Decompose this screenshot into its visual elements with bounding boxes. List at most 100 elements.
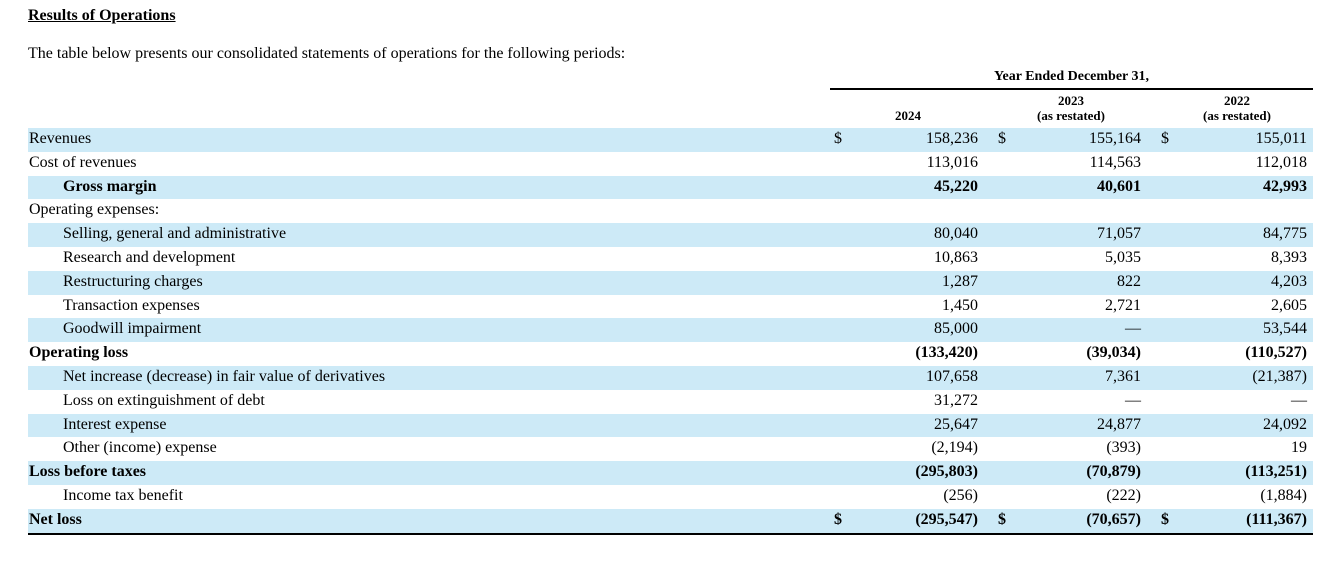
table-row: Loss before taxes (295,803) (70,879) (113,2…: [28, 461, 1313, 485]
row-label: Loss before taxes: [29, 463, 147, 481]
cell-value: —: [1125, 391, 1141, 409]
row-label: Income tax benefit: [63, 486, 183, 504]
row-label: Selling, general and administrative: [63, 225, 287, 243]
cell-value: (295,803): [915, 463, 978, 481]
currency-symbol: $: [998, 510, 1006, 528]
currency-symbol: $: [834, 130, 842, 147]
section-heading: Results of Operations: [28, 7, 176, 24]
table-row: Revenues $ $ $158,236 155,164 155,011: [28, 128, 1313, 152]
column-note: (as restated): [1037, 108, 1105, 123]
row-label: Interest expense: [63, 415, 167, 433]
cell-value: 155,164: [1089, 130, 1141, 147]
intro-text: The table below presents our consolidate…: [28, 45, 626, 62]
cell-value: 53,544: [1263, 320, 1307, 338]
cell-value: 1,450: [942, 296, 978, 314]
cell-value: (393): [1106, 439, 1141, 457]
cell-value: 7,361: [1105, 367, 1141, 385]
currency-symbol: $: [998, 130, 1006, 147]
cell-value: 155,011: [1255, 130, 1307, 147]
cell-value: 107,658: [926, 367, 978, 385]
cell-value: 31,272: [934, 391, 978, 409]
cell-value: 2,721: [1105, 296, 1141, 314]
table-row: Loss on extinguishment of debt 31,272 — —: [28, 390, 1313, 414]
cell-value: 8,393: [1271, 248, 1307, 266]
column-header-2023: 2023 (as restated): [1010, 93, 1132, 123]
cell-value: (222): [1106, 486, 1141, 504]
table-row: Net loss $ $ $ (295,547) (70,657) (111,367): [28, 508, 1313, 535]
table-row: Interest expense 25,647 24,877 24,092: [28, 413, 1313, 438]
cell-value: (21,387): [1252, 367, 1307, 385]
table-row: Net increase (decrease) in fair value of…: [28, 365, 1313, 390]
cell-value: 4,203: [1271, 272, 1307, 290]
currency-symbol: $: [1161, 510, 1169, 528]
cell-value: —: [1125, 320, 1141, 338]
row-label: Loss on extinguishment of debt: [63, 391, 265, 409]
column-header-2022: 2022 (as restated): [1176, 93, 1298, 123]
table-row: Operating loss (133,420) (39,034) (110,527): [28, 342, 1313, 366]
table-row: Operating expenses:: [28, 199, 1313, 223]
column-year: 2023: [1058, 93, 1084, 108]
cell-value: (70,657): [1086, 510, 1141, 528]
column-header-2024: 2024: [868, 108, 948, 123]
table-row: Cost of revenues 113,016 114,563 112,018: [28, 152, 1313, 176]
row-label: Cost of revenues: [29, 153, 137, 171]
cell-value: (295,547): [915, 510, 978, 528]
cell-value: 42,993: [1263, 177, 1307, 195]
column-year: 2024: [895, 108, 921, 123]
cell-value: 40,601: [1097, 177, 1141, 195]
cell-value: 85,000: [934, 320, 978, 338]
cell-value: 80,040: [934, 225, 978, 243]
cell-value: 112,018: [1255, 153, 1307, 171]
column-note: (as restated): [1203, 108, 1271, 123]
cell-value: (111,367): [1246, 510, 1307, 528]
cell-value: 19: [1291, 439, 1307, 457]
row-label: Net loss: [29, 510, 82, 528]
cell-value: —: [1291, 391, 1307, 409]
cell-value: 113,016: [926, 153, 978, 171]
table-row: Selling, general and administrative 80,04…: [28, 223, 1313, 247]
year-header: Year Ended December 31,: [830, 69, 1313, 90]
cell-value: 25,647: [934, 415, 978, 433]
row-label: Research and development: [63, 248, 236, 266]
cell-value: (256): [943, 486, 978, 504]
table-row: Transaction expenses 1,450 2,721 2,605: [28, 295, 1313, 319]
table-row: Goodwill impairment 85,000 — 53,544: [28, 318, 1313, 343]
column-year: 2022: [1224, 93, 1250, 108]
row-label: Net increase (decrease) in fair value of…: [63, 367, 386, 385]
row-label: Goodwill impairment: [63, 320, 202, 338]
cell-value: 2,605: [1271, 296, 1307, 314]
cell-value: 24,877: [1097, 415, 1141, 433]
cell-value: (39,034): [1086, 344, 1141, 362]
table-row: Income tax benefit (256) (222) (1,884): [28, 485, 1313, 509]
row-label: Revenues: [29, 130, 92, 147]
cell-value: 158,236: [926, 130, 978, 147]
statement-table: Revenues $ $ $158,236 155,164 155,011 Cost of …: [28, 128, 1313, 535]
cell-value: 822: [1117, 272, 1141, 290]
row-label: Transaction expenses: [63, 296, 200, 314]
cell-value: (133,420): [915, 344, 978, 362]
cell-value: 114,563: [1089, 153, 1141, 171]
cell-value: 24,092: [1263, 415, 1307, 433]
table-row: Other (income) expense (2,194) (393) 19: [28, 437, 1313, 461]
cell-value: 1,287: [942, 272, 978, 290]
cell-value: 5,035: [1105, 248, 1141, 266]
row-label: Restructuring charges: [63, 272, 203, 290]
table-row: Research and development 10,863 5,035 8,393: [28, 247, 1313, 271]
cell-value: (110,527): [1245, 344, 1307, 362]
row-label: Gross margin: [63, 177, 157, 195]
cell-value: (70,879): [1086, 463, 1141, 481]
cell-value: 71,057: [1097, 225, 1141, 243]
cell-value: 10,863: [934, 248, 978, 266]
cell-value: (2,194): [931, 439, 978, 457]
table-row: Restructuring charges 1,287 822 4,203: [28, 270, 1313, 295]
row-label: Other (income) expense: [63, 439, 217, 457]
currency-symbol: $: [834, 510, 842, 528]
table-row: Gross margin 45,220 40,601 42,993: [28, 175, 1313, 200]
currency-symbol: $: [1161, 130, 1169, 147]
cell-value: 84,775: [1263, 225, 1307, 243]
cell-value: (113,251): [1245, 463, 1307, 481]
row-label: Operating loss: [29, 344, 129, 362]
cell-value: (1,884): [1260, 486, 1307, 504]
row-label: Operating expenses:: [29, 201, 160, 219]
cell-value: 45,220: [934, 177, 978, 195]
